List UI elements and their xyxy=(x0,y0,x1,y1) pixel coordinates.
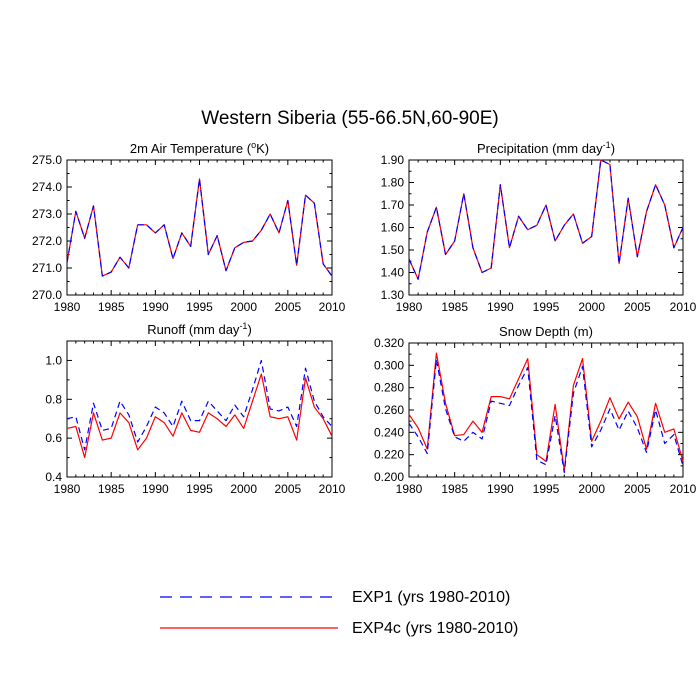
figure-title: Western Siberia (55-66.5N,60-90E) xyxy=(201,108,498,129)
x-tick-label: 1990 xyxy=(142,300,169,314)
y-tick-label: 271.0 xyxy=(32,261,62,275)
x-tick-label: 1995 xyxy=(186,482,213,496)
panel-title: Precipitation (mm day-1) xyxy=(477,140,615,156)
panel-2: Runoff (mm day-1) 1980 1985 1990 1995 2000 200… xyxy=(45,321,345,496)
y-tick-label: 0.6 xyxy=(45,431,62,445)
panel-title: Snow Depth (m) xyxy=(499,324,593,339)
legend-label-exp4c: EXP4c (yrs 1980-2010) xyxy=(352,620,518,637)
panel-title-text: Snow Depth (m) xyxy=(499,324,593,339)
panel-title-text: Runoff (mm day xyxy=(147,322,240,337)
y-tick-label: 0.8 xyxy=(45,392,62,406)
panel-1: Precipitation (mm day-1) 1980 1985 1990 1995… xyxy=(381,140,697,314)
series-line-exp4c xyxy=(408,352,684,471)
panel-title-sup: -1 xyxy=(603,140,611,150)
panel-title-sup: o xyxy=(251,140,256,150)
legend-label-exp1: EXP1 (yrs 1980-2010) xyxy=(352,589,510,606)
y-tick-label: 0.240 xyxy=(374,425,404,439)
x-tick-label: 2010 xyxy=(319,300,346,314)
x-tick-label: 1980 xyxy=(54,300,81,314)
x-tick-label: 1995 xyxy=(533,300,560,314)
y-tick-label: 0.260 xyxy=(374,403,404,417)
x-tick-label: 1985 xyxy=(98,300,125,314)
x-tick-label: 1985 xyxy=(441,300,468,314)
y-tick-label: 1.50 xyxy=(381,243,405,257)
panel-title-text: 2m Air Temperature ( xyxy=(130,141,252,156)
y-tick-label: 0.220 xyxy=(374,448,404,462)
y-tick-label: 0.4 xyxy=(45,470,62,484)
x-tick-label: 2010 xyxy=(319,482,346,496)
plot-frame xyxy=(66,340,333,478)
x-tick-label: 2005 xyxy=(274,300,301,314)
panel-title-text: Precipitation (mm day xyxy=(477,141,603,156)
y-tick-label: 1.40 xyxy=(381,266,405,280)
panel-0: 2m Air Temperature (oK) 1980 1985 1990 1995 2… xyxy=(32,140,346,314)
series-line-exp1 xyxy=(408,159,684,280)
y-tick-label: 0.200 xyxy=(374,470,404,484)
x-tick-label: 1985 xyxy=(98,482,125,496)
y-tick-label: 1.80 xyxy=(381,176,405,190)
panel-title: Runoff (mm day-1) xyxy=(147,321,252,337)
series-line-exp1 xyxy=(408,359,684,474)
y-tick-label: 0.320 xyxy=(374,336,404,350)
x-tick-label: 2000 xyxy=(578,482,605,496)
y-tick-label: 273.0 xyxy=(32,207,62,221)
x-tick-label: 2005 xyxy=(624,482,651,496)
x-tick-label: 1990 xyxy=(487,482,514,496)
x-tick-label: 1985 xyxy=(441,482,468,496)
series-line-exp4c xyxy=(66,373,333,459)
x-tick-label: 2000 xyxy=(230,300,257,314)
panel-title-sup: -1 xyxy=(239,321,247,331)
x-tick-label: 2000 xyxy=(230,482,257,496)
panel-title-suffix: ) xyxy=(247,322,251,337)
y-tick-label: 1.60 xyxy=(381,221,405,235)
panel-title-suffix: K) xyxy=(256,141,269,156)
series-line-exp4c xyxy=(408,159,684,280)
x-tick-label: 2005 xyxy=(624,300,651,314)
series-line-exp1 xyxy=(66,178,333,277)
x-tick-label: 1980 xyxy=(396,482,423,496)
x-tick-label: 1990 xyxy=(487,300,514,314)
series-line-exp4c xyxy=(66,178,333,277)
x-tick-label: 1990 xyxy=(142,482,169,496)
x-tick-label: 1980 xyxy=(396,300,423,314)
y-tick-label: 1.90 xyxy=(381,153,405,167)
y-tick-label: 270.0 xyxy=(32,288,62,302)
y-tick-label: 1.70 xyxy=(381,198,405,212)
x-tick-label: 1995 xyxy=(533,482,560,496)
y-tick-label: 0.300 xyxy=(374,358,404,372)
x-tick-label: 2000 xyxy=(578,300,605,314)
x-tick-label: 2005 xyxy=(274,482,301,496)
y-tick-label: 272.0 xyxy=(32,234,62,248)
y-tick-label: 1.30 xyxy=(381,288,405,302)
legend: EXP1 (yrs 1980-2010) EXP4c (yrs 1980-201… xyxy=(160,589,518,637)
panel-3: Snow Depth (m) 1980 1985 1990 1995 2000 2005 20… xyxy=(374,324,697,496)
panel-title: 2m Air Temperature (oK) xyxy=(130,140,269,156)
y-tick-label: 274.0 xyxy=(32,180,62,194)
x-tick-label: 2010 xyxy=(670,482,697,496)
series-line-exp1 xyxy=(66,359,333,451)
x-tick-label: 2010 xyxy=(670,300,697,314)
x-tick-label: 1980 xyxy=(54,482,81,496)
panel-title-suffix: ) xyxy=(611,141,615,156)
y-tick-label: 0.280 xyxy=(374,381,404,395)
y-tick-label: 275.0 xyxy=(32,153,62,167)
plot-frame xyxy=(408,159,684,296)
panels: 2m Air Temperature (oK) 1980 1985 1990 1995 2… xyxy=(32,140,697,496)
y-tick-label: 1.0 xyxy=(45,353,62,367)
x-tick-label: 1995 xyxy=(186,300,213,314)
plot-frame xyxy=(408,342,684,478)
